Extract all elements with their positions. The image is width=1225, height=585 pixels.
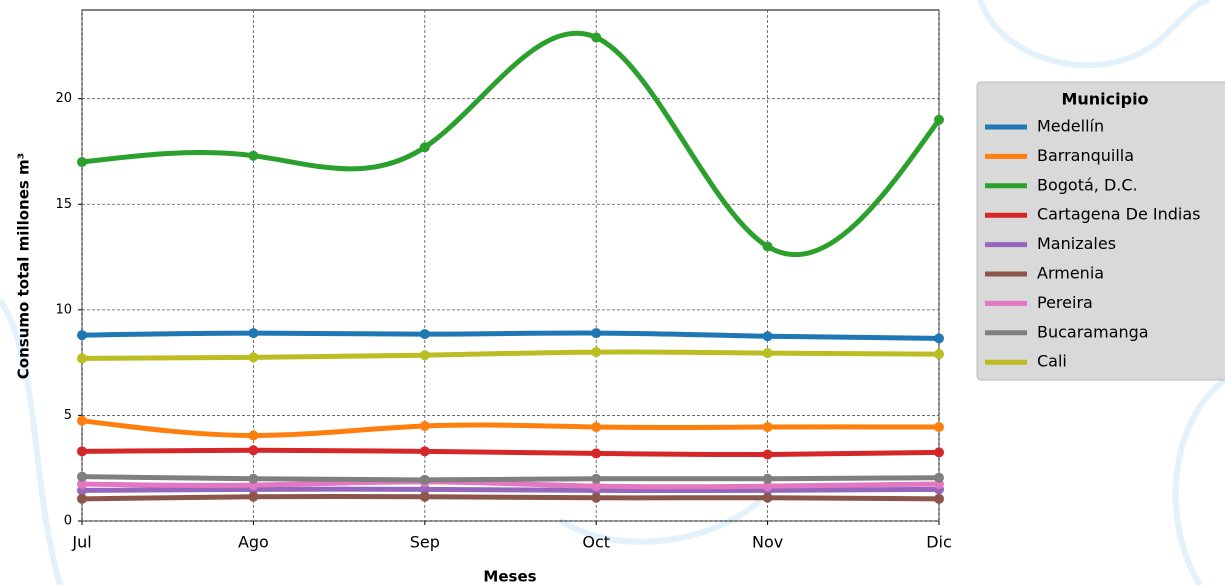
plot-frame (81, 9, 940, 522)
legend-label: Armenia (1037, 264, 1104, 283)
x-axis-label: Meses (483, 568, 536, 585)
legend-box (976, 81, 1225, 381)
y-axis-label: Consumo total millones m³ (15, 153, 33, 379)
y-tick-label: 10 (55, 302, 72, 317)
point (591, 328, 602, 339)
y-tick-label: 20 (55, 91, 72, 106)
point (762, 481, 773, 492)
point (419, 474, 430, 485)
x-tick-label: Sep (410, 533, 440, 552)
point (591, 32, 602, 43)
point (762, 492, 773, 503)
point (762, 348, 773, 359)
x-tick-label: Jul (71, 533, 91, 552)
point (762, 422, 773, 433)
x-tick-label: Dic (926, 533, 952, 552)
series-line (79, 493, 942, 502)
x-tick-label: Oct (582, 533, 610, 552)
point (591, 347, 602, 358)
point (248, 328, 259, 339)
point (419, 329, 430, 340)
point (591, 473, 602, 484)
legend-label: Cali (1037, 352, 1067, 371)
legend-label: Manizales (1037, 234, 1116, 253)
series-line (79, 30, 942, 258)
series-line (79, 418, 942, 438)
point (934, 114, 944, 125)
series-line (79, 447, 942, 458)
legend-label: Barranquilla (1037, 146, 1134, 165)
x-tick-label: Nov (752, 533, 783, 552)
point (591, 422, 602, 433)
point (248, 445, 259, 456)
y-tick-label: 15 (55, 197, 72, 212)
legend-label: Cartagena De Indias (1037, 205, 1201, 224)
point (591, 448, 602, 459)
point (762, 331, 773, 342)
point (934, 472, 944, 483)
y-tick-label: 0 (64, 514, 72, 529)
point (77, 493, 87, 504)
point (77, 471, 87, 482)
point (248, 430, 259, 441)
legend-label: Medellín (1037, 117, 1104, 136)
point (419, 446, 430, 457)
legend-label: Bucaramanga (1037, 322, 1149, 341)
point (419, 484, 430, 495)
x-tick-label: Ago (238, 533, 269, 552)
point (591, 492, 602, 503)
point (77, 446, 87, 457)
point (934, 333, 944, 344)
point (77, 330, 87, 341)
point (77, 415, 87, 426)
series-line (79, 479, 942, 490)
point (934, 349, 944, 360)
point (419, 350, 430, 361)
point (77, 157, 87, 168)
legend-label: Pereira (1037, 293, 1093, 312)
point (248, 352, 259, 363)
point (762, 241, 773, 252)
y-tick-label: 5 (64, 408, 72, 423)
point (248, 491, 259, 502)
point (248, 473, 259, 484)
point (77, 353, 87, 364)
point (762, 449, 773, 460)
point (934, 422, 944, 433)
point (419, 142, 430, 153)
point (762, 473, 773, 484)
series-line (79, 474, 942, 483)
point (419, 491, 430, 502)
point (248, 150, 259, 161)
point (419, 420, 430, 431)
point (934, 447, 944, 458)
point (934, 493, 944, 504)
legend-title: Municipio (1061, 90, 1148, 109)
point (77, 479, 87, 490)
series-line (79, 330, 942, 341)
series-line (79, 486, 942, 494)
legend-label: Bogotá, D.C. (1037, 175, 1138, 194)
series-line (79, 349, 942, 361)
point (591, 481, 602, 492)
